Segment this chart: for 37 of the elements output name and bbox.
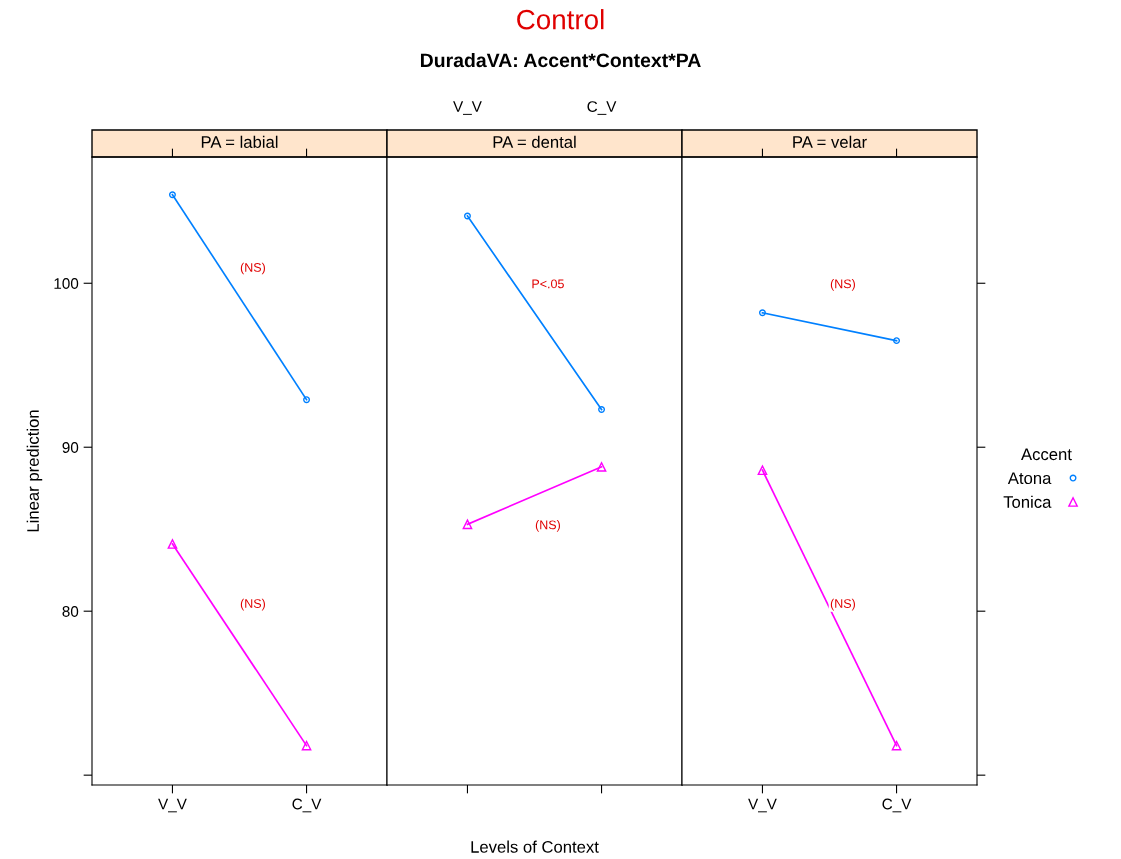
point <box>301 740 312 751</box>
text: DuradaVA: Accent*Context*PA <box>420 52 701 68</box>
x-tick-label: C_V <box>292 798 322 813</box>
y-axis-title: Linear prediction <box>26 410 43 532</box>
annotation: (NS) <box>830 279 855 291</box>
annotation: (NS) <box>535 520 560 532</box>
x-axis-title: Levels of Context <box>471 840 599 853</box>
x-tick-label: V_V <box>453 101 482 115</box>
legend-label: Tonica <box>1003 495 1052 508</box>
chart-title: PA = velar <box>793 135 867 148</box>
point <box>758 309 766 317</box>
point <box>893 337 901 345</box>
point <box>168 191 176 199</box>
y-tick-label: 90 <box>62 442 79 453</box>
annotation: (NS) <box>830 598 855 611</box>
point <box>463 212 471 220</box>
chart-title: PA = dental <box>493 135 576 148</box>
point <box>167 539 178 549</box>
point <box>757 465 768 476</box>
annotation: (NS) <box>240 598 265 611</box>
x-tick-label: C_V <box>587 101 617 115</box>
point <box>303 396 311 404</box>
legend-title: Accent <box>1021 448 1072 461</box>
annotation: (NS) <box>240 262 265 275</box>
x-tick-label: V_V <box>748 798 777 813</box>
text: Control <box>517 9 604 30</box>
point <box>598 406 606 413</box>
point <box>596 462 607 472</box>
legend-label: Atona <box>1007 472 1052 485</box>
y-tick-label: 80 <box>62 606 79 617</box>
point <box>891 740 902 751</box>
y-tick-label: 100 <box>54 278 79 289</box>
chart-title: PA = labial <box>201 135 278 148</box>
x-tick-label: V_V <box>158 798 187 813</box>
point <box>462 519 473 530</box>
x-tick-label: C_V <box>882 798 912 813</box>
annotation: P<.05 <box>532 279 564 289</box>
